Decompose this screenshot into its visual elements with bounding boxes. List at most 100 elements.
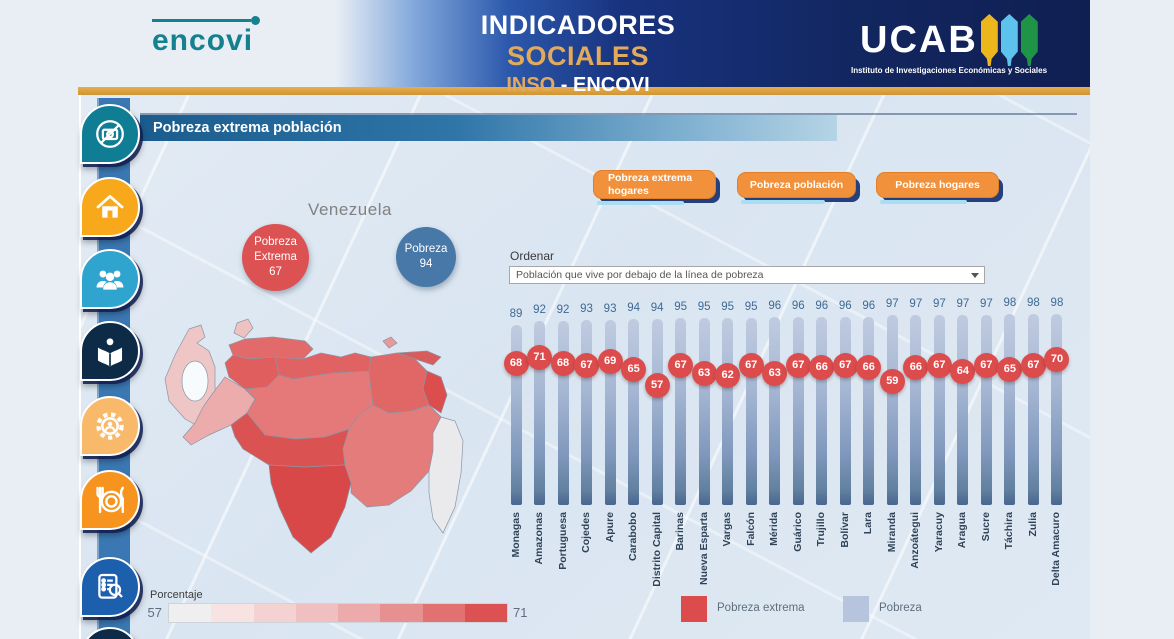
legend-extreme-label: Pobreza extrema [717, 602, 805, 614]
bar-category-label: Yaracuy [932, 512, 945, 553]
poverty-bar[interactable] [910, 315, 922, 505]
extreme-poverty-badge[interactable]: 63 [691, 360, 717, 386]
poverty-bar[interactable] [698, 317, 710, 505]
extreme-poverty-badge[interactable]: 66 [903, 354, 929, 380]
ucab-subtitle: Instituto de Investigaciones Económicas … [850, 66, 1048, 75]
extreme-poverty-bubble[interactable]: Pobreza Extrema 67 [242, 224, 309, 291]
extreme-poverty-badge[interactable]: 57 [644, 372, 670, 398]
poverty-bar[interactable] [863, 316, 875, 505]
poverty-bar[interactable] [980, 315, 992, 505]
poverty-bar[interactable] [769, 316, 781, 505]
country-label: Venezuela [308, 200, 392, 219]
map-state[interactable] [228, 336, 314, 360]
poverty-bar[interactable] [628, 319, 640, 505]
bar-category-label: Aragua [956, 512, 969, 549]
poverty-bar[interactable] [839, 316, 851, 505]
map-state[interactable] [428, 416, 464, 534]
poverty-bar[interactable] [557, 321, 569, 505]
bar-category-label: Amazonas [533, 512, 546, 565]
no-image-icon [96, 120, 124, 148]
poverty-bar[interactable] [581, 320, 593, 505]
venezuela-choropleth-map[interactable] [145, 293, 500, 588]
poverty-bar[interactable] [792, 316, 804, 505]
poverty-bar[interactable] [534, 321, 546, 505]
map-state[interactable] [368, 352, 430, 414]
poverty-bar[interactable] [675, 317, 687, 505]
sidebar-item-education[interactable] [80, 321, 140, 381]
legend-poverty-label: Pobreza [879, 602, 922, 614]
extreme-poverty-badge[interactable]: 66 [809, 354, 835, 380]
poverty-bar[interactable] [510, 325, 522, 505]
extreme-poverty-badge[interactable]: 63 [762, 360, 788, 386]
extreme-poverty-badge[interactable]: 67 [785, 352, 811, 378]
extreme-poverty-badge[interactable]: 66 [856, 354, 882, 380]
sidebar-item-population[interactable] [80, 249, 140, 309]
extreme-poverty-badge[interactable]: 59 [879, 368, 905, 394]
bar-value-label: 94 [627, 302, 640, 314]
map-state[interactable] [268, 464, 352, 554]
bar-value-label: 98 [1027, 297, 1040, 310]
poverty-bar[interactable] [604, 320, 616, 505]
poverty-bar[interactable] [651, 319, 663, 505]
tab-pobreza-hogares[interactable]: Pobreza hogares [876, 172, 999, 204]
sidebar-item-services[interactable] [80, 396, 140, 456]
sort-selected-value: Población que vive por debajo de la líne… [516, 269, 764, 281]
extreme-poverty-badge[interactable]: 68 [550, 350, 576, 376]
sort-dropdown[interactable]: Población que vive por debajo de la líne… [509, 266, 985, 284]
poverty-bubble[interactable]: Pobreza 94 [396, 227, 456, 287]
poverty-bar[interactable] [745, 317, 757, 505]
extreme-poverty-badge[interactable]: 64 [950, 358, 976, 384]
tab-pobreza-poblacion[interactable]: Pobreza población [737, 172, 856, 204]
sidebar-item-food[interactable] [80, 470, 140, 530]
bubble-value: 94 [419, 258, 433, 270]
extreme-poverty-badge[interactable]: 67 [832, 352, 858, 378]
poverty-bar[interactable] [886, 315, 898, 505]
extreme-poverty-badge[interactable]: 70 [1044, 346, 1070, 372]
sidebar-item-survey[interactable] [80, 557, 140, 617]
poverty-bar[interactable] [1051, 314, 1063, 505]
bar-value-label: 96 [815, 299, 829, 312]
extreme-poverty-badge[interactable]: 69 [597, 348, 623, 374]
bar-value-label: 89 [509, 308, 523, 320]
poverty-bar[interactable] [1027, 314, 1039, 505]
bar-value-label: 95 [744, 300, 758, 313]
bar-category-label: Anzoátegui [909, 512, 922, 569]
bar-value-label: 93 [603, 303, 617, 316]
ucab-diamond-blue-icon [1000, 14, 1018, 66]
bar-category-label: Miranda [885, 512, 898, 553]
extreme-poverty-badge[interactable]: 67 [1020, 352, 1046, 378]
extreme-poverty-badge[interactable]: 67 [738, 352, 764, 378]
bar-category-label: Falcón [744, 512, 757, 546]
color-scale-step [295, 604, 338, 622]
poverty-bar[interactable] [722, 317, 734, 505]
extreme-poverty-badge[interactable]: 67 [668, 352, 694, 378]
bar-category-label: Zulia [1026, 512, 1039, 537]
home-icon [96, 194, 124, 218]
map-state[interactable] [342, 404, 442, 508]
extreme-poverty-badge[interactable]: 65 [621, 356, 647, 382]
map-state[interactable] [422, 370, 448, 414]
sidebar-item-overview[interactable] [80, 104, 140, 164]
map-state[interactable] [396, 350, 442, 366]
bar-category-label: Guárico [791, 512, 804, 552]
poverty-bar[interactable] [816, 316, 828, 505]
bar-value-label: 96 [862, 299, 876, 312]
ucab-logo: UCAB [860, 14, 1038, 66]
extreme-poverty-badge[interactable]: 68 [503, 350, 529, 376]
extreme-poverty-badge[interactable]: 67 [574, 352, 600, 378]
poverty-bar[interactable] [957, 315, 969, 505]
extreme-poverty-badge[interactable]: 65 [997, 356, 1023, 382]
extreme-poverty-badge[interactable]: 71 [527, 344, 553, 370]
extreme-poverty-badge[interactable]: 67 [973, 352, 999, 378]
ucab-diamond-green-icon [1020, 14, 1038, 66]
map-state[interactable] [382, 336, 398, 349]
extreme-poverty-badge[interactable]: 62 [715, 362, 741, 388]
poverty-bar[interactable] [933, 315, 945, 505]
map-state[interactable] [233, 318, 254, 339]
tab-pobreza-extrema-hogares[interactable]: Pobreza extrema hogares [593, 170, 716, 205]
title-part-2: SOCIALES [506, 41, 650, 71]
extreme-poverty-badge[interactable]: 67 [926, 352, 952, 378]
sidebar-item-home[interactable] [80, 177, 140, 237]
poverty-bar[interactable] [1004, 314, 1016, 505]
bar-category-label: Monagas [509, 512, 522, 558]
